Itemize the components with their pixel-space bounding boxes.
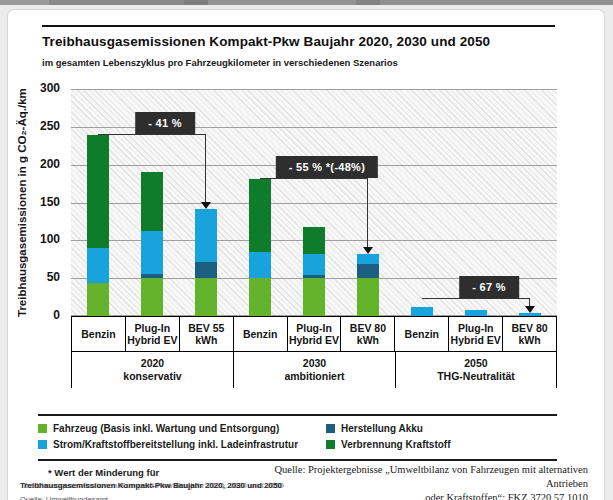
- y-tick-label-150: 150: [30, 195, 60, 209]
- y-tick-label-0: 0: [30, 308, 60, 322]
- legend-item: Verbrennung Kraftstoff: [326, 439, 557, 450]
- chart-area: Treibhausgasemissionen in g CO₂-Äq./km 0…: [8, 80, 606, 383]
- y-tick-label-200: 200: [30, 157, 60, 171]
- legend: Fahrzeug (Basis inkl. Wartung und Entsor…: [38, 414, 557, 461]
- arrow-down-icon: [201, 202, 211, 209]
- scenario-group-2030: 2030ambitioniert: [233, 351, 395, 388]
- x-axis-label: Benzin: [233, 316, 288, 352]
- annotation-label: - 55 % *(-48%): [276, 156, 378, 178]
- arrow-down-icon: [363, 247, 373, 254]
- annotation-connector-v: [367, 178, 368, 249]
- annotation-connector-h: [260, 178, 368, 179]
- report-card: Treibhausgasemissionen Kompakt-Pkw Bauja…: [7, 9, 605, 500]
- legend-label: Verbrennung Kraftstoff: [341, 439, 450, 450]
- annotations-layer: - 41 % - 55 % *(-48%) - 67 %: [71, 89, 557, 316]
- legend-swatch-icon: [326, 424, 335, 433]
- x-axis-labels: BenzinPlug-InHybrid EVBEV 55kWhBenzinPlu…: [71, 316, 557, 352]
- x-axis-label: BEV 80kWh: [340, 316, 395, 352]
- y-tick-label-100: 100: [30, 232, 60, 246]
- browser-top-strip: [0, 0, 613, 5]
- chart-subtitle: im gesamten Lebenszyklus pro Fahrzeugkil…: [42, 57, 582, 68]
- x-axis-label: Plug-InHybrid EV: [448, 316, 503, 352]
- x-axis-groups: 2020konservativ2030ambitioniert2050THG-N…: [71, 351, 557, 388]
- annotation-connector-h: [422, 298, 530, 299]
- legend-swatch-icon: [38, 440, 47, 449]
- y-tick-label-300: 300: [30, 81, 60, 95]
- x-axis-label: Benzin: [71, 316, 126, 352]
- plot-area: - 41 % - 55 % *(-48%) - 67 %: [71, 89, 557, 316]
- legend-item: Fahrzeug (Basis inkl. Wartung und Entsor…: [38, 423, 326, 434]
- x-axis-label: Plug-InHybrid EV: [125, 316, 180, 352]
- footnote-asterisk: * Wert der Minderung für: [48, 467, 159, 478]
- annotation-connector-v: [205, 134, 206, 204]
- legend-swatch-icon: [38, 424, 47, 433]
- legend-label: Fahrzeug (Basis inkl. Wartung und Entsor…: [53, 423, 279, 434]
- annotation-label: - 41 %: [135, 112, 195, 134]
- x-axis-label: BEV 55kWh: [179, 316, 234, 352]
- legend-label: Herstellung Akku: [341, 423, 423, 434]
- y-tick-label-250: 250: [30, 119, 60, 133]
- x-axis-label: Plug-InHybrid EV: [287, 316, 342, 352]
- chart-title: Treibhausgasemissionen Kompakt-Pkw Bauja…: [42, 34, 582, 49]
- legend-item: Strom/Kraftstoffbereitstellung inkl. Lad…: [38, 439, 326, 450]
- annotation-connector-h: [98, 134, 206, 135]
- source-project-line1: Quelle: Projektergebnisse „Umweltbilanz …: [274, 464, 588, 489]
- arrow-down-icon: [525, 306, 535, 313]
- source-umweltbundesamt: Quelle: Umweltbundesamt: [20, 495, 108, 500]
- source-project: Quelle: Projektergebnisse „Umweltbilanz …: [258, 463, 588, 500]
- scenario-group-2050: 2050THG-Neutralität: [395, 351, 557, 388]
- y-axis-ticks: 050100150200250300: [30, 89, 66, 316]
- title-divider: [42, 25, 555, 27]
- legend-swatch-icon: [326, 440, 335, 449]
- scenario-group-2020: 2020konservativ: [71, 351, 233, 388]
- legend-label: Strom/Kraftstoffbereitstellung inkl. Lad…: [53, 439, 298, 450]
- y-axis-title: Treibhausgasemissionen in g CO₂-Äq./km: [14, 80, 30, 325]
- x-axis-label: BEV 80kWh: [502, 316, 557, 352]
- source-project-line2: oder Kraftstoffen“; FKZ 3720 57 1010: [425, 492, 588, 500]
- legend-item: Herstellung Akku: [326, 423, 557, 434]
- y-tick-label-50: 50: [30, 270, 60, 284]
- x-axis-label: Benzin: [394, 316, 449, 352]
- annotation-label: - 67 %: [459, 276, 519, 298]
